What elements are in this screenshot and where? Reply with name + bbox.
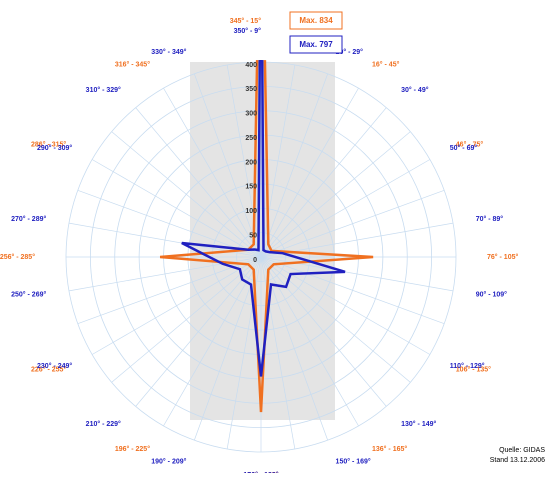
tick-label: 300	[245, 111, 257, 118]
grid-ring	[89, 85, 433, 429]
category-label: 316° - 345°	[115, 61, 150, 69]
tick-label: 150	[245, 184, 257, 191]
legend-label: Max. 797	[299, 40, 333, 49]
category-label: 110° - 129°	[450, 362, 485, 370]
tick-label: 50	[249, 232, 257, 239]
category-label: 30° - 49°	[401, 86, 429, 94]
category-label: 230° - 249°	[37, 362, 72, 370]
category-label: 16° - 45°	[372, 61, 400, 69]
legend-label: Max. 834	[299, 16, 333, 25]
category-label: 286° - 315°	[31, 140, 66, 148]
legend-box	[289, 35, 343, 54]
category-label: 250° - 269°	[11, 291, 46, 299]
category-label: 196° - 225°	[115, 445, 150, 453]
category-label: 350° - 9°	[234, 27, 262, 35]
category-label: 70° - 89°	[476, 215, 504, 223]
tick-label: 250	[245, 135, 257, 142]
tick-label: 200	[245, 159, 257, 166]
category-label: 345° - 15°	[230, 17, 261, 25]
category-label: 226° - 255°	[31, 365, 66, 373]
tick-label: 400	[245, 62, 257, 69]
grid-ring	[138, 134, 384, 380]
category-label: 46° - 75°	[456, 140, 484, 148]
category-label: 210° - 229°	[86, 420, 121, 428]
source: Quelle: GIDAS	[499, 447, 545, 454]
category-label: 330° - 349°	[151, 48, 186, 56]
category-label: 290° - 309°	[37, 144, 72, 152]
series-line	[181, 60, 346, 377]
date: Stand 13.12.2006	[490, 457, 545, 464]
category-label: 50° - 69°	[450, 144, 478, 152]
category-label: 10° - 29°	[336, 48, 364, 56]
category-label: 150° - 169°	[336, 458, 371, 466]
category-label: 76° - 105°	[487, 253, 518, 261]
legend-box	[289, 11, 343, 30]
category-label: 310° - 329°	[86, 86, 121, 94]
category-label: 190° - 209°	[151, 458, 186, 466]
category-label: 270° - 289°	[11, 215, 46, 223]
grid-ring	[65, 61, 457, 453]
tick-label: 100	[245, 208, 257, 215]
grid-ring	[211, 207, 311, 307]
tick-label: 350	[245, 86, 257, 93]
grid-ring	[236, 232, 286, 282]
category-label: 256° - 285°	[0, 253, 35, 261]
category-label: 90° - 109°	[476, 291, 507, 299]
grid-ring	[187, 183, 335, 331]
category-label: 136° - 165°	[372, 445, 407, 453]
tick-label: 0	[253, 257, 257, 264]
category-label: 130° - 149°	[401, 420, 436, 428]
category-label: 106° - 135°	[456, 365, 491, 373]
